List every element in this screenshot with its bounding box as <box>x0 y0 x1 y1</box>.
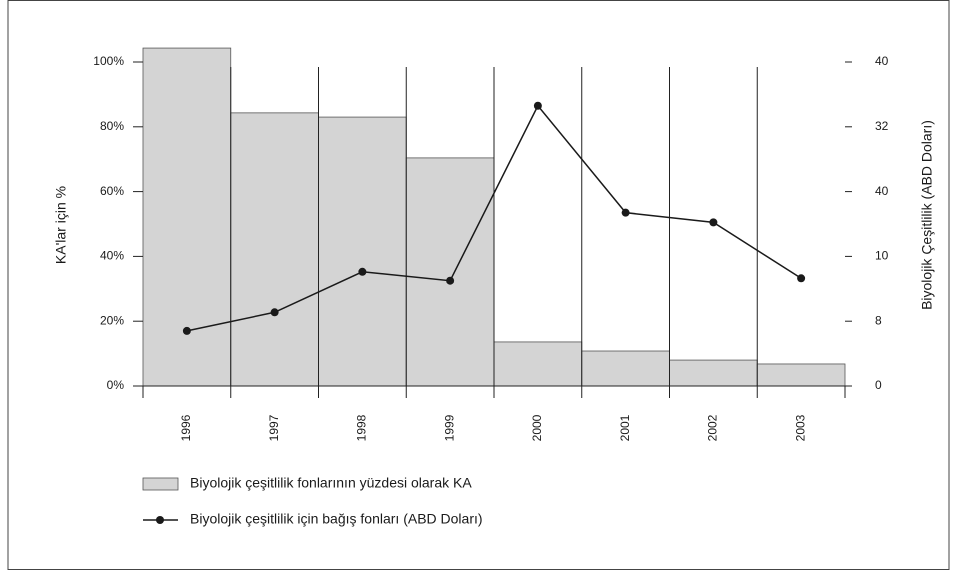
y-tick-label: 40% <box>100 249 124 263</box>
y-tick-label: 100% <box>93 54 124 68</box>
point <box>709 218 718 227</box>
legend-swatch <box>156 516 164 524</box>
y2-tick-label: 10 <box>875 249 889 263</box>
y-tick-label: 0% <box>107 378 125 392</box>
point <box>358 267 367 276</box>
x-tick-label: 2000 <box>530 414 544 441</box>
bar <box>581 350 670 387</box>
y2-axis-title: Biyolojik Çeşitlilik (ABD Doları) <box>919 120 935 310</box>
y-axis-title: KA'lar için % <box>53 186 69 264</box>
line <box>186 104 802 332</box>
bar <box>230 112 319 387</box>
y-tick-label: 60% <box>100 184 124 198</box>
y-tick-label: 20% <box>100 313 124 327</box>
y2-tick-label: 40 <box>875 184 889 198</box>
legend-swatch <box>142 477 179 491</box>
x-tick-label: 2001 <box>618 414 632 441</box>
y2-tick-label: 40 <box>875 54 889 68</box>
bar <box>756 363 846 387</box>
bar <box>405 157 495 387</box>
y-tick-label: 80% <box>100 119 124 133</box>
x-tick-label: 2002 <box>706 414 720 441</box>
bar <box>142 47 232 387</box>
bar <box>318 116 407 387</box>
legend-label: Biyolojik çeşitlilik için bağış fonları … <box>190 511 483 527</box>
point <box>533 101 542 110</box>
x-tick-label: 1998 <box>355 414 369 441</box>
legend-label: Biyolojik çeşitlilik fonlarının yüzdesi … <box>190 475 472 491</box>
x-tick-label: 1996 <box>179 414 193 441</box>
point <box>446 276 455 285</box>
y2-tick-label: 32 <box>875 119 889 133</box>
x-tick-label: 2003 <box>793 414 807 441</box>
bar <box>669 359 758 387</box>
bar <box>493 341 583 387</box>
y2-tick-label: 0 <box>875 378 882 392</box>
point <box>797 274 806 283</box>
x-tick-label: 1999 <box>442 414 456 441</box>
y2-tick-label: 8 <box>875 313 882 327</box>
point <box>621 208 630 217</box>
point <box>182 326 191 335</box>
x-tick-label: 1997 <box>267 414 281 441</box>
point <box>270 308 279 317</box>
